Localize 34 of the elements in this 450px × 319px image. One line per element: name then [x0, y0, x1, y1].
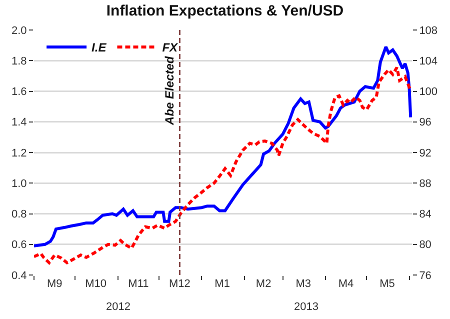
y-tick-label: 1.2	[12, 147, 27, 160]
text: 2013	[294, 301, 318, 313]
y-tick-label: 1.0	[12, 178, 27, 190]
y-tick-label: 0.4	[12, 270, 27, 282]
x-tick-label: M1	[214, 278, 230, 290]
x-tick-label: M4	[338, 278, 354, 290]
ref-line-label: Abe Elected	[162, 56, 176, 126]
x-tick-label: M9	[46, 278, 62, 290]
y2-tick-label: 92	[419, 147, 432, 160]
y-tick-label: 1.6	[12, 86, 27, 98]
legend-label: FX	[162, 40, 179, 55]
x-tick-label: M5	[380, 278, 395, 290]
chart-title: Inflation Expectations & Yen/USD	[106, 2, 344, 20]
y2-tick-label: 88	[419, 178, 432, 190]
x-tick-label: M11	[128, 278, 149, 290]
legend-label: I.E	[92, 40, 108, 55]
y-tick-label: 0.6	[12, 239, 27, 252]
x-tick-label: M10	[85, 278, 107, 290]
y2-tick-label: 96	[419, 116, 432, 129]
x-tick-label: M2	[256, 278, 272, 290]
y2-tick-label: 100	[419, 86, 438, 98]
y2-tick-label: 80	[419, 239, 432, 252]
x-tick-label: M12	[168, 278, 190, 290]
line-series	[34, 45, 412, 248]
text: 2012	[106, 301, 130, 313]
y-tick-label: 1.4	[12, 116, 27, 129]
y2-tick-label: 84	[419, 208, 432, 221]
y-tick-label: 0.8	[12, 208, 27, 221]
y2-tick-label: 104	[419, 55, 438, 68]
y2-tick-label: 76	[419, 270, 432, 282]
x-tick-label: M3	[296, 278, 312, 290]
y2-tick-label: 108	[419, 24, 438, 37]
y-tick-label: 1.8	[12, 55, 27, 68]
y-tick-label: 2.0	[12, 24, 27, 37]
